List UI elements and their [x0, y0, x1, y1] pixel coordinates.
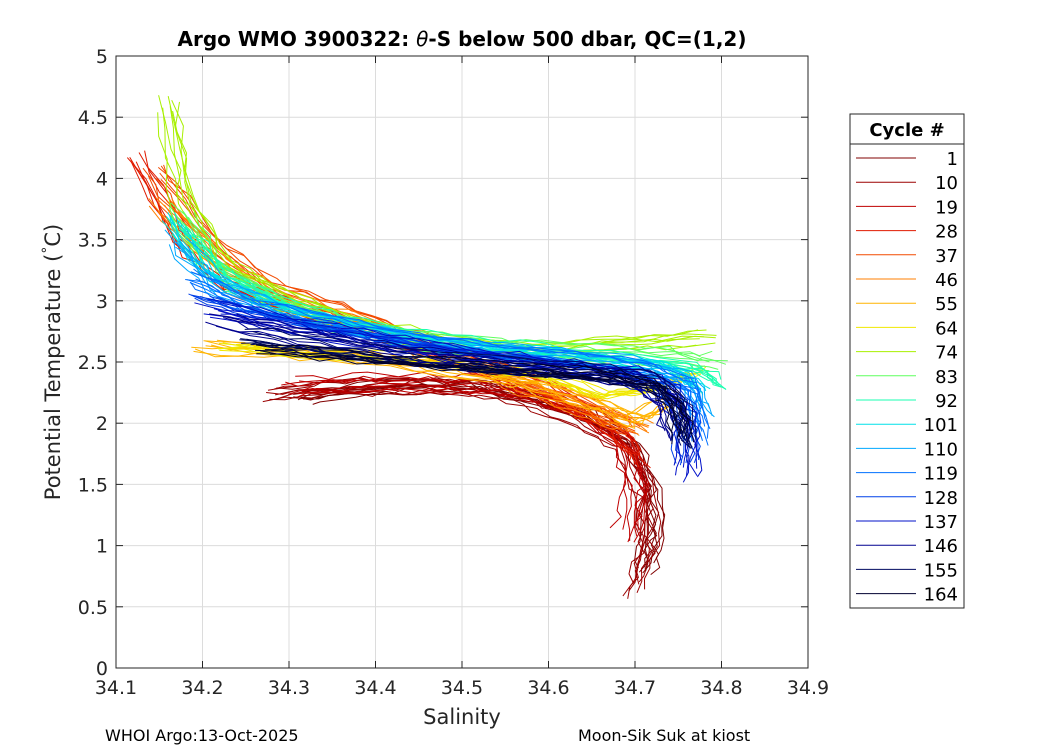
profile-line: [256, 344, 686, 435]
profile-line: [269, 391, 644, 597]
legend-item: 128: [856, 488, 958, 509]
profile-line: [185, 237, 711, 409]
profile-line: [250, 342, 693, 449]
legend-item: 1: [856, 149, 958, 170]
y-tick-label: 4.5: [78, 107, 108, 129]
y-axis-label-unit: C): [41, 224, 65, 247]
legend-item: 10: [856, 173, 958, 194]
profile-line: [174, 212, 699, 389]
x-axis-label: Salinity: [423, 705, 501, 729]
x-tick-label: 34.6: [527, 677, 569, 699]
axis-ticks: 34.1 34.2 34.3 34.4 34.5 34.6 34.7 34.8 34.900.5…: [78, 46, 829, 699]
legend-item: 92: [856, 391, 958, 412]
legend-label: 119: [924, 464, 958, 485]
profile-line: [190, 271, 703, 432]
profile-line: [187, 279, 703, 441]
footer-author: Moon-Sik Suk at kiost: [578, 726, 750, 745]
title-prefix: Argo WMO 3900322:: [178, 27, 417, 51]
legend-label: 146: [924, 536, 958, 557]
legend-label: 10: [935, 173, 958, 194]
profile-line: [215, 325, 673, 441]
footer-source-date: WHOI Argo:13-Oct-2025: [105, 726, 299, 745]
legend-item: 46: [856, 270, 958, 291]
legend-label: 110: [924, 439, 958, 460]
legend-box: [849, 113, 965, 609]
legend-label: 37: [935, 246, 958, 267]
profile-line: [236, 313, 691, 430]
y-tick-label: 2: [96, 413, 108, 435]
profile-line: [288, 385, 633, 542]
legend-label: 92: [935, 391, 958, 412]
legend-item: 137: [856, 512, 958, 533]
y-tick-label: 0.5: [78, 597, 108, 619]
x-tick-label: 34.2: [181, 677, 223, 699]
series-cycle-164: [255, 344, 695, 445]
legend-item: 83: [856, 367, 958, 388]
legend-label: 101: [924, 415, 958, 436]
y-tick-label: 1: [96, 536, 108, 558]
y-tick-label: 1.5: [78, 474, 108, 496]
x-tick-label: 34.1: [95, 677, 137, 699]
legend-label: 137: [924, 512, 958, 533]
legend-item: 110: [856, 439, 958, 460]
profile-line: [209, 313, 666, 432]
legend-item: 155: [856, 560, 958, 581]
legend-label: 55: [935, 294, 958, 315]
legend: Cycle # 11019283746556474839210111011912…: [849, 113, 965, 609]
x-tick-label: 34.4: [354, 677, 396, 699]
legend-item: 37: [856, 246, 958, 267]
legend-item: 101: [856, 415, 958, 436]
legend-label: 1: [947, 149, 958, 170]
legend-item: 146: [856, 536, 958, 557]
y-tick-label: 3.5: [78, 230, 108, 252]
profile-line: [256, 353, 673, 445]
y-tick-label: 5: [96, 46, 108, 68]
legend-item: 64: [856, 318, 958, 339]
legend-items: 1101928374655647483921011101191281371461…: [856, 149, 958, 606]
x-tick-label: 34.9: [787, 677, 829, 699]
legend-label: 28: [935, 222, 958, 243]
x-tick-label: 34.7: [614, 677, 656, 699]
legend-label: 74: [935, 343, 958, 364]
x-tick-label: 34.3: [268, 677, 310, 699]
title-suffix: -S below 500 dbar, QC=(1,2): [428, 27, 746, 51]
legend-title: Cycle #: [869, 120, 944, 141]
legend-label: 164: [924, 585, 958, 606]
y-tick-label: 2.5: [78, 352, 108, 374]
legend-label: 83: [935, 367, 958, 388]
legend-label: 64: [935, 318, 958, 339]
legend-item: 164: [856, 585, 958, 606]
y-tick-label: 4: [96, 168, 108, 190]
legend-label: 46: [935, 270, 958, 291]
y-axis-label-main: Potential Temperature (: [41, 254, 65, 501]
profile-line: [169, 214, 695, 385]
legend-item: 74: [856, 343, 958, 364]
profile-line: [255, 344, 678, 432]
y-tick-label: 0: [96, 658, 108, 680]
legend-label: 155: [924, 560, 958, 581]
profile-line: [264, 349, 694, 440]
y-axis-label: Potential Temperature (°C): [40, 224, 65, 500]
y-tick-label: 3: [96, 291, 108, 313]
x-tick-label: 34.8: [700, 677, 742, 699]
y-axis-label-degree: °: [40, 247, 56, 254]
series-layer: [126, 95, 728, 599]
legend-label: 19: [935, 197, 958, 218]
legend-item: 28: [856, 222, 958, 243]
profile-line: [269, 353, 695, 443]
legend-item: 119: [856, 464, 958, 485]
legend-item: 55: [856, 294, 958, 315]
title-theta-symbol: θ: [416, 27, 428, 51]
legend-label: 128: [924, 488, 958, 509]
profile-line: [271, 349, 689, 443]
profile-line: [244, 328, 692, 437]
profile-line: [298, 387, 648, 543]
chart-title: Argo WMO 3900322: θ-S below 500 dbar, QC…: [178, 27, 747, 51]
legend-item: 19: [856, 197, 958, 218]
x-tick-label: 34.5: [441, 677, 483, 699]
profile-line: [182, 222, 722, 380]
